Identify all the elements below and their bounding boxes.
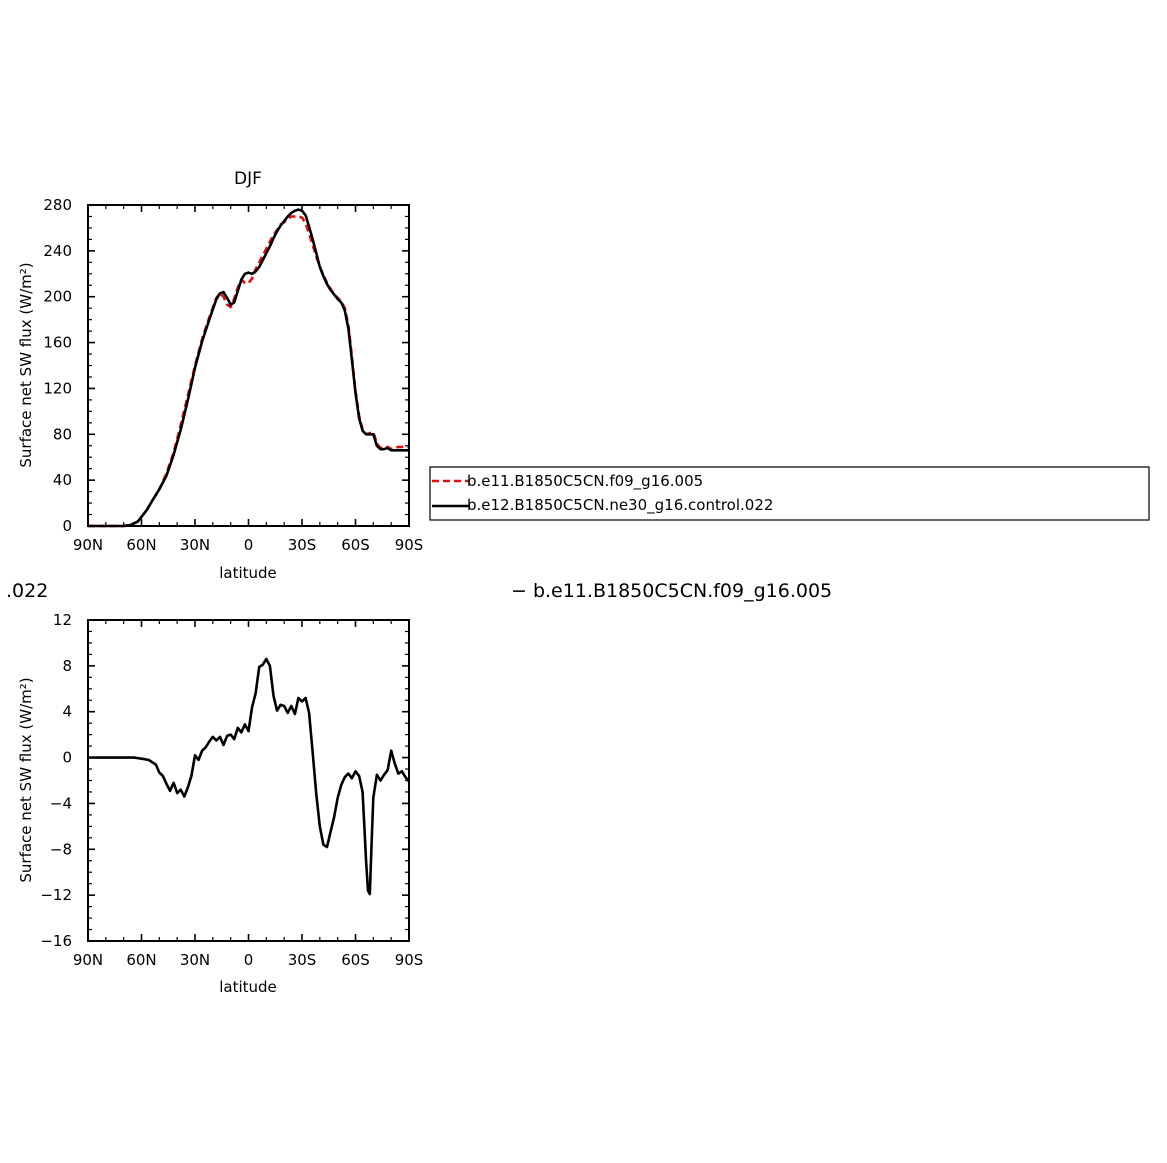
bottom-yaxis-title: Surface net SW flux (W/m²)	[17, 677, 35, 882]
legend-entry-2: b.e12.B1850C5CN.ne30_g16.control.022	[467, 496, 773, 515]
bottom-ytick-label: −4	[50, 794, 72, 812]
bottom-ytick-label: −12	[40, 886, 72, 904]
legend: b.e11.B1850C5CN.f09_g16.005 b.e12.B1850C…	[429, 466, 1150, 521]
top-xtick-label: 30N	[180, 536, 210, 554]
diff-header-right: − b.e11.B1850C5CN.f09_g16.005	[511, 580, 832, 602]
top-series-line-1	[88, 215, 409, 528]
bottom-xtick-label: 90S	[395, 951, 424, 969]
bottom-series-line-1	[88, 657, 411, 896]
top-ytick-label: 40	[53, 471, 72, 489]
bottom-xtick-label: 60N	[126, 951, 156, 969]
legend-entry-1: b.e11.B1850C5CN.f09_g16.005	[467, 472, 703, 491]
top-ytick-label: 280	[43, 196, 72, 214]
top-xtick-label: 90S	[395, 536, 424, 554]
bottom-ytick-label: 4	[62, 703, 72, 721]
bottom-xaxis-title: latitude	[219, 978, 277, 996]
top-ticks: 90N 60N 30N 0 30S 60S 90S 0 40 80 120 160 200 240 280	[43, 196, 423, 554]
top-ytick-label: 240	[43, 242, 72, 260]
top-panel: DJF 90N 60N 30N 0 30S 60S 90S 0 40 80 120 160 200 240…	[17, 169, 423, 582]
bottom-plot-frame	[87, 619, 410, 942]
bottom-xtick-label: 30S	[288, 951, 317, 969]
bottom-xtick-label: 60S	[341, 951, 370, 969]
bottom-xtick-label: 30N	[180, 951, 210, 969]
top-ytick-label: 160	[43, 334, 72, 352]
bottom-ytick-label: 0	[62, 749, 72, 767]
top-xtick-label: 60S	[341, 536, 370, 554]
top-ytick-label: 120	[43, 379, 72, 397]
bottom-ytick-label: 12	[53, 611, 72, 629]
top-plot-frame	[87, 204, 410, 527]
diff-header-left: .022	[6, 580, 48, 602]
top-xtick-label: 0	[244, 536, 254, 554]
top-xtick-label: 60N	[126, 536, 156, 554]
bottom-xtick-label: 0	[244, 951, 254, 969]
bottom-panel: 90N 60N 30N 0 30S 60S 90S −16 −12 −8 −4 0 4 8 12 latit…	[17, 611, 423, 996]
bottom-series-layer	[88, 657, 411, 896]
top-ytick-label: 80	[53, 425, 72, 443]
top-series-line-2	[88, 208, 409, 528]
top-ytick-label: 200	[43, 288, 72, 306]
top-ytick-label: 0	[62, 517, 72, 535]
top-xaxis-title: latitude	[219, 564, 277, 582]
bottom-ytick-label: −8	[50, 840, 72, 858]
top-xtick-label: 30S	[288, 536, 317, 554]
top-series-layer	[88, 208, 409, 528]
top-yaxis-title: Surface net SW flux (W/m²)	[17, 262, 35, 467]
bottom-ticks: 90N 60N 30N 0 30S 60S 90S −16 −12 −8 −4 0 4 8 12	[40, 611, 423, 969]
bottom-ytick-label: 8	[62, 657, 72, 675]
top-plot-title: DJF	[234, 169, 262, 189]
top-xtick-label: 90N	[73, 536, 103, 554]
bottom-ytick-label: −16	[40, 932, 72, 950]
bottom-xtick-label: 90N	[73, 951, 103, 969]
legend-box	[429, 466, 1150, 521]
